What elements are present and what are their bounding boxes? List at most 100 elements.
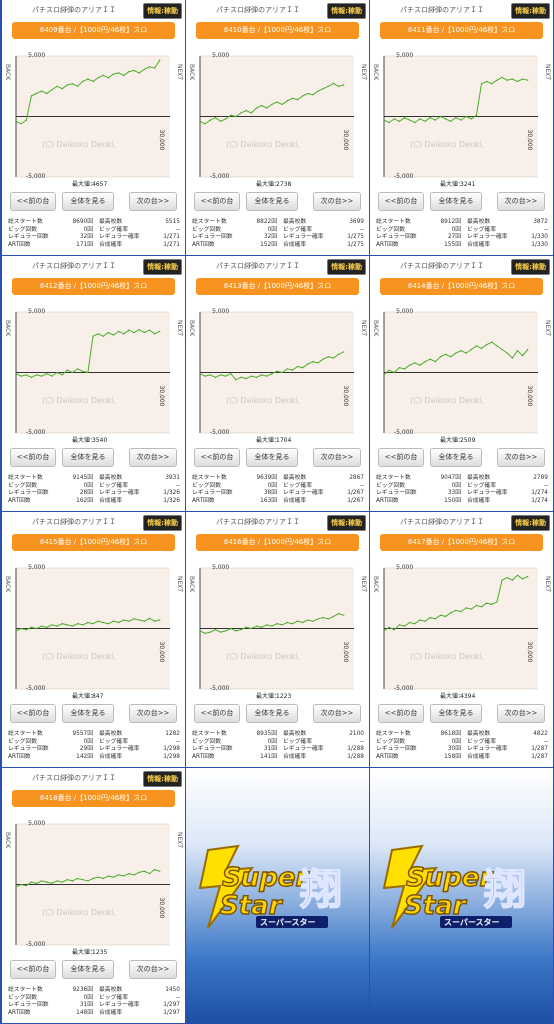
nav-buttons: <<前の台 全体を見る 次の台>> <box>370 704 553 723</box>
view-all-button[interactable]: 全体を見る <box>246 704 298 723</box>
stat-value: 8618回 <box>440 731 461 737</box>
next-machine-button[interactable]: 次の台>> <box>313 448 361 467</box>
view-all-button[interactable]: 全体を見る <box>246 192 298 211</box>
stat-label: 合成確率 <box>467 753 491 760</box>
next-side-label: NEXT <box>176 320 183 336</box>
next-side-label: NEXT <box>544 576 551 592</box>
data-point <box>66 879 68 881</box>
prev-machine-button[interactable]: <<前の台 <box>378 448 424 467</box>
data-point <box>276 101 278 103</box>
back-side-label: BACK <box>372 64 379 81</box>
prev-machine-button[interactable]: <<前の台 <box>378 704 424 723</box>
view-all-button[interactable]: 全体を見る <box>62 192 114 211</box>
data-point <box>112 73 115 75</box>
stat-value: 142回 <box>76 753 93 760</box>
data-point <box>343 84 345 86</box>
machine-number-bar[interactable]: 8417番台 /【1000円/46枚】スロ <box>380 534 543 551</box>
stat-label: ビッグ確率 <box>283 738 312 745</box>
data-point <box>445 615 447 617</box>
data-point <box>118 874 120 876</box>
data-point <box>82 370 84 372</box>
machine-stats: 総スタート数 9557回 最高枚数 1282 ビッグ回数 0回 ビッグ確率 -- レギュラー回数… <box>8 731 180 761</box>
machine-number-bar[interactable]: 8413番台 /【1000円/46枚】スロ <box>196 278 359 295</box>
view-all-button[interactable]: 全体を見る <box>62 704 114 723</box>
data-point <box>296 365 299 368</box>
next-machine-button[interactable]: 次の台>> <box>497 448 545 467</box>
prev-machine-button[interactable]: <<前の台 <box>194 704 240 723</box>
machine-number-bar[interactable]: 8410番台 /【1000円/46枚】スロ <box>196 22 359 39</box>
data-point <box>159 870 161 872</box>
stat-label: 合成確率 <box>283 753 307 760</box>
next-machine-button[interactable]: 次の台>> <box>129 960 177 979</box>
machine-number-bar[interactable]: 8412番台 /【1000円/46枚】スロ <box>12 278 175 295</box>
stat-value: 0回 <box>267 482 278 489</box>
machine-number-bar[interactable]: 8416番台 /【1000円/46枚】スロ <box>196 534 359 551</box>
machine-panel: パチスロ緋弾のアリアＩＩ 情報:稼動 8414番台 /【1000円/46枚】スロ 5,… <box>370 256 553 511</box>
next-machine-button[interactable]: 次の台>> <box>129 704 177 723</box>
stat-value: 1/271 <box>163 234 180 240</box>
stats-row: 総スタート数 9145回 最高枚数 3931 <box>8 475 180 483</box>
coin-chart: 5,000 -5,000 30,000 BACK NEXT (C) Daikoku Den… <box>4 52 183 188</box>
stats-row: ART回数 152回 合成確率 1/275 <box>192 242 364 250</box>
data-point <box>209 119 211 121</box>
data-point <box>87 621 89 624</box>
stat-value: 8690回 <box>72 219 93 225</box>
prev-machine-button[interactable]: <<前の台 <box>10 192 56 211</box>
machine-number-bar[interactable]: 8418番台 /【1000円/46枚】スロ <box>12 790 175 807</box>
next-machine-button[interactable]: 次の台>> <box>129 448 177 467</box>
next-side-label: NEXT <box>360 576 367 592</box>
stat-value: 1/267 <box>347 490 364 496</box>
stat-label: 合成確率 <box>467 241 491 248</box>
next-side-label: NEXT <box>176 64 183 80</box>
nav-buttons: <<前の台 全体を見る 次の台>> <box>2 960 185 979</box>
stat-value: -- <box>359 482 364 489</box>
data-point <box>424 620 426 622</box>
next-machine-button[interactable]: 次の台>> <box>313 704 361 723</box>
view-all-button[interactable]: 全体を見る <box>430 448 482 467</box>
machine-number-bar[interactable]: 8411番台 /【1000円/46枚】スロ <box>380 22 543 39</box>
prev-machine-button[interactable]: <<前の台 <box>10 448 56 467</box>
data-point <box>82 624 84 626</box>
data-point <box>56 625 58 627</box>
view-all-button[interactable]: 全体を見る <box>62 960 114 979</box>
next-machine-button[interactable]: 次の台>> <box>497 704 545 723</box>
data-point <box>250 112 252 114</box>
stat-value: 1/326 <box>163 497 180 504</box>
max-value: 1235 <box>92 949 107 956</box>
data-point <box>143 620 145 622</box>
data-point <box>77 877 79 880</box>
data-point <box>15 630 17 632</box>
prev-machine-button[interactable]: <<前の台 <box>194 192 240 211</box>
status-badge: 情報:稼動 <box>511 259 550 275</box>
next-machine-button[interactable]: 次の台>> <box>497 192 545 211</box>
stat-label: レギュラー確率 <box>283 490 324 496</box>
data-point <box>409 621 411 624</box>
view-all-button[interactable]: 全体を見る <box>430 192 482 211</box>
view-all-button[interactable]: 全体を見る <box>62 448 114 467</box>
prev-machine-button[interactable]: <<前の台 <box>10 960 56 979</box>
prev-machine-button[interactable]: <<前の台 <box>10 704 56 723</box>
view-all-button[interactable]: 全体を見る <box>246 448 298 467</box>
machine-number-bar[interactable]: 8409番台 /【1000円/46枚】スロ <box>12 22 175 39</box>
machine-number-bar[interactable]: 8414番台 /【1000円/46枚】スロ <box>380 278 543 295</box>
machine-number-bar[interactable]: 8415番台 /【1000円/46枚】スロ <box>12 534 175 551</box>
y-tick-bottom: -5,000 <box>26 429 46 436</box>
next-machine-button[interactable]: 次の台>> <box>313 192 361 211</box>
view-all-button[interactable]: 全体を見る <box>430 704 482 723</box>
data-point <box>434 119 436 121</box>
data-point <box>516 80 519 82</box>
prev-machine-button[interactable]: <<前の台 <box>194 448 240 467</box>
max-value-prefix: 最大値： <box>256 180 280 188</box>
logo-subtitle-bg <box>256 916 328 928</box>
data-point <box>383 630 385 632</box>
data-point <box>338 85 340 87</box>
next-machine-button[interactable]: 次の台>> <box>129 192 177 211</box>
data-point <box>327 618 329 620</box>
watermark: (C) Daikoku Denki. <box>42 652 116 661</box>
machine-panel: パチスロ緋弾のアリアＩＩ 情報:稼動 8418番台 /【1000円/46枚】スロ 5,… <box>2 768 185 1023</box>
data-point <box>118 72 120 74</box>
back-side-label: BACK <box>372 320 379 337</box>
prev-machine-button[interactable]: <<前の台 <box>378 192 424 211</box>
data-point <box>97 876 99 878</box>
stats-row: レギュラー回数 31回 レギュラー確率 1/288 <box>192 746 364 754</box>
